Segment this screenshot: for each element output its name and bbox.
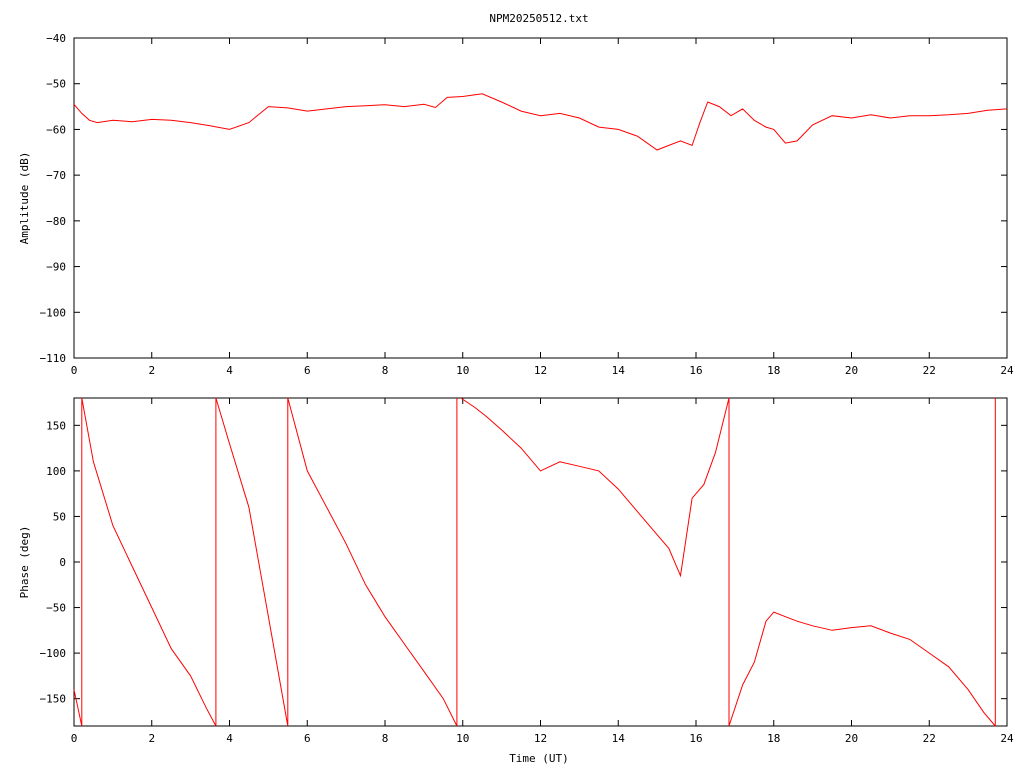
- phase-xtick-label: 16: [689, 732, 702, 745]
- phase-plot-frame: [73, 397, 1008, 727]
- amplitude-ytick-label: −110: [40, 352, 67, 365]
- phase-ylabel: Phase (deg): [18, 526, 31, 599]
- phase-ytick-label: 0: [59, 556, 66, 569]
- amplitude-xtick-label: 6: [304, 364, 311, 377]
- amplitude-ticks: 0 2 4 6 8 10 12 14 16 18 20 22 24−40−50−60−70−80−90−…: [40, 32, 1014, 377]
- phase-xtick-label: 20: [845, 732, 858, 745]
- amplitude-xtick-label: 10: [456, 364, 469, 377]
- amplitude-panel: Amplitude (dB) 0 2 4 6 8 10 12 14 16 18 20 22 24−40−…: [18, 32, 1014, 377]
- phase-ytick-label: 50: [53, 510, 66, 523]
- amplitude-ylabel: Amplitude (dB): [18, 152, 31, 245]
- phase-xtick-label: 14: [612, 732, 626, 745]
- amplitude-plot-frame: [73, 37, 1008, 359]
- phase-ytick-label: 150: [46, 419, 66, 432]
- phase-xtick-label: 6: [304, 732, 311, 745]
- amplitude-xtick-label: 18: [767, 364, 780, 377]
- phase-xlabel: Time (UT): [509, 752, 569, 765]
- amplitude-xtick-label: 0: [71, 364, 78, 377]
- phase-trace: [73, 397, 996, 727]
- amplitude-xtick-label: 12: [534, 364, 547, 377]
- amplitude-ytick-label: −40: [46, 32, 66, 45]
- amplitude-xtick-label: 20: [845, 364, 858, 377]
- amplitude-trace: [73, 93, 1008, 151]
- amplitude-ytick-label: −100: [40, 306, 67, 319]
- phase-xtick-label: 2: [148, 732, 155, 745]
- phase-xtick-label: 8: [382, 732, 389, 745]
- chart-title: NPM20250512.txt: [489, 12, 588, 25]
- phase-xtick-label: 22: [923, 732, 936, 745]
- amplitude-xtick-label: 22: [923, 364, 936, 377]
- phase-xtick-label: 0: [71, 732, 78, 745]
- amplitude-xtick-label: 14: [612, 364, 626, 377]
- amplitude-xtick-label: 8: [382, 364, 389, 377]
- phase-ytick-label: −150: [40, 693, 67, 706]
- phase-xtick-label: 4: [226, 732, 233, 745]
- amplitude-xtick-label: 2: [148, 364, 155, 377]
- phase-ticks: 0 2 4 6 8 10 12 14 16 18 20 22 24150100500−50−100−15…: [40, 398, 1014, 745]
- amplitude-ytick-label: −60: [46, 123, 66, 136]
- phase-xtick-label: 12: [534, 732, 547, 745]
- amplitude-ytick-label: −50: [46, 78, 66, 91]
- amplitude-ytick-label: −70: [46, 169, 66, 182]
- amplitude-ytick-label: −80: [46, 215, 66, 228]
- phase-xtick-label: 10: [456, 732, 469, 745]
- phase-xtick-label: 24: [1000, 732, 1014, 745]
- phase-xtick-label: 18: [767, 732, 780, 745]
- phase-ytick-label: 100: [46, 465, 66, 478]
- phase-panel: Phase (deg) Time (UT) 0 2 4 6 8 10 12 14 16 18 20 2…: [18, 397, 1014, 765]
- amplitude-ytick-label: −90: [46, 261, 66, 274]
- amplitude-xtick-label: 24: [1000, 364, 1014, 377]
- amplitude-xtick-label: 16: [689, 364, 702, 377]
- phase-ytick-label: −100: [40, 647, 67, 660]
- amplitude-xtick-label: 4: [226, 364, 233, 377]
- phase-ytick-label: −50: [46, 602, 66, 615]
